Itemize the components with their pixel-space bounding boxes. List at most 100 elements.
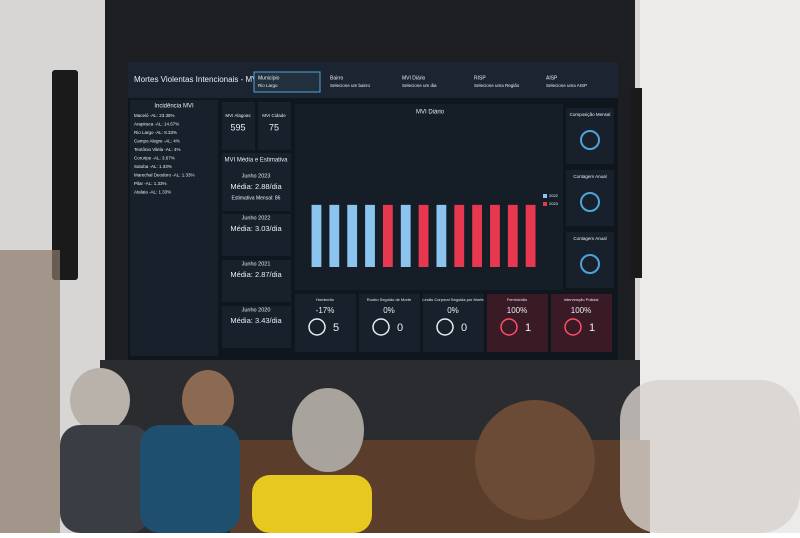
person-body: [140, 425, 240, 533]
incidence-row: Satuba -AL: 1.33%: [134, 164, 172, 169]
filter-value: Selecione uma Região: [474, 83, 520, 88]
person-body: [60, 425, 150, 533]
avg-mean: Média: 3.43/dia: [230, 316, 282, 325]
incidence-row: Teotônio Vilela -AL: 4%: [134, 147, 180, 152]
kpi-value: 0: [397, 322, 403, 334]
kpi-change: 0%: [383, 306, 395, 315]
bar: [525, 204, 536, 267]
kpi-label: Intervenção Policial: [564, 297, 599, 302]
incidence-row: Arapiraca -AL: 14.67%: [134, 122, 179, 127]
panel-title: Incidência MVI: [154, 104, 194, 110]
filter-label: AISP: [546, 75, 558, 81]
stat-label: MVI Alagoas: [225, 113, 251, 118]
speaker: [630, 88, 642, 278]
kpi-box: [551, 294, 612, 352]
filter-box: [470, 72, 536, 92]
filter-value: Selecione um dia: [402, 83, 437, 88]
avg-estimate: Estimativa Mensal: 86: [232, 195, 281, 201]
kpi-icon: [500, 318, 518, 336]
kpi-box: [295, 294, 356, 352]
stat-value: 75: [269, 122, 279, 132]
filter-value: Selecione uma AISP: [546, 83, 587, 88]
blur-person: [0, 250, 60, 533]
incidence-row: Coruripe -AL: 3.67%: [134, 156, 175, 161]
bar: [311, 204, 322, 267]
kpi-label: Roubo Seguido de Morte: [367, 297, 412, 302]
kpi-label: Feminicídio: [507, 297, 528, 302]
avg-box: [222, 214, 291, 256]
stat-value: 595: [230, 122, 245, 132]
header-title: Mortes Violentas Intencionais - MVI: [134, 75, 260, 84]
person-head: [292, 388, 364, 472]
kpi-value: 1: [525, 322, 531, 334]
filter-label: Bairro: [330, 75, 344, 81]
speaker: [52, 70, 78, 280]
legend-label: 2022: [549, 193, 559, 198]
filter-label: MVI Diário: [402, 75, 426, 81]
kpi-value: 5: [333, 322, 339, 334]
kpi-icon: [372, 318, 390, 336]
kpi-change: 100%: [507, 306, 527, 315]
filter-box: [398, 72, 464, 92]
chart-panel: [295, 104, 563, 290]
incidence-panel: [130, 100, 218, 356]
avg-mean: Média: 3.03/dia: [230, 224, 282, 233]
bar: [400, 204, 411, 267]
avg-period: Junho 2021: [242, 261, 271, 267]
bar: [490, 204, 500, 267]
side-gauge: [580, 254, 600, 274]
avg-box: [222, 306, 291, 348]
avg-box: [222, 260, 291, 302]
kpi-change: 100%: [571, 306, 591, 315]
bar: [347, 204, 358, 267]
side-box: [566, 170, 614, 226]
side-label: Composição Mensal: [570, 112, 611, 117]
filter-box: [326, 72, 392, 92]
kpi-change: -17%: [316, 306, 335, 315]
filter-label: Município: [258, 75, 280, 81]
kpi-value: 0: [461, 322, 467, 334]
person-head: [182, 370, 234, 430]
kpi-icon: [308, 318, 326, 336]
kpi-box: [359, 294, 420, 352]
avg-period: Junho 2020: [242, 307, 271, 313]
bar: [365, 204, 375, 267]
side-gauge: [580, 192, 600, 212]
incidence-row: Marechal Deodoro -AL: 1.33%: [134, 173, 195, 178]
person-head: [475, 400, 595, 520]
avg-mean: Média: 2.87/dia: [230, 270, 282, 279]
kpi-label: Homicídio: [316, 297, 335, 302]
kpi-value: 1: [589, 322, 595, 334]
kpi-icon: [564, 318, 582, 336]
bar: [418, 204, 429, 267]
side-label: Contagem Anual: [573, 174, 606, 179]
bar: [454, 204, 465, 267]
legend-label: 2023: [549, 201, 559, 206]
incidence-row: Maceió -AL: 23.35%: [134, 113, 175, 118]
kpi-box: [423, 294, 484, 352]
filter-label: RISP: [474, 75, 486, 81]
filter-box: [253, 71, 321, 93]
chart-title: MVI Diário: [416, 110, 445, 116]
bar: [382, 204, 393, 267]
bar: [436, 204, 447, 267]
incidence-row: Rio Largo -AL: 8.33%: [134, 130, 177, 135]
side-box: [566, 232, 614, 288]
kpi-label: Lesão Corporal Seguida por Morte: [422, 297, 484, 302]
bar: [507, 204, 518, 267]
filter-value: Rio Largo: [258, 83, 278, 88]
legend-swatch: [543, 202, 547, 206]
side-gauge: [580, 130, 600, 150]
legend-swatch: [543, 194, 547, 198]
incidence-row: Pilar -AL: 1.33%: [134, 181, 167, 186]
bar: [472, 204, 482, 267]
avg-period: Junho 2023: [242, 173, 271, 179]
avg-mean: Média: 2.88/dia: [230, 182, 282, 191]
person-body: [252, 475, 372, 533]
filter-box: [542, 72, 608, 92]
filter-value: Selecione um bairro: [330, 83, 371, 88]
incidence-row: Campo Alegre -AL: 4%: [134, 139, 180, 144]
bar: [329, 204, 340, 267]
stat-box: [258, 102, 291, 150]
person-head: [70, 368, 130, 432]
